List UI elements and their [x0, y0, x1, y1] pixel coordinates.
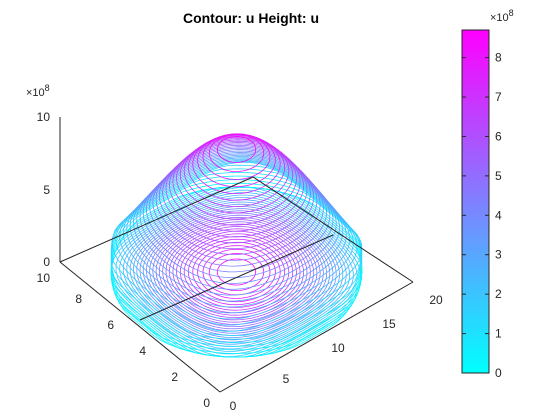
colorbar-gradient	[461, 29, 490, 374]
contour-line	[172, 138, 301, 226]
y-tick-label: 0	[203, 396, 210, 410]
contour-line	[145, 149, 328, 273]
contour-line	[158, 143, 315, 250]
z-exponent-label: ×108	[26, 83, 50, 99]
floor-contour-line	[142, 208, 331, 336]
colorbar-tick-label: 3	[495, 248, 502, 262]
y-tick-label: 6	[107, 318, 114, 332]
y-tick-labels: 10 8 6 4 2 0	[37, 271, 211, 410]
colorbar: 0 1 2 3 4 5 6 7 8 ×108	[461, 8, 514, 380]
contour-line	[110, 171, 363, 344]
contour-line	[139, 151, 334, 284]
contour-line	[122, 158, 351, 314]
floor-contour-line	[110, 186, 363, 358]
floor-contour-line	[152, 214, 321, 330]
y-tick-label: 2	[171, 370, 178, 384]
colorbar-exponent-label: ×108	[490, 8, 514, 24]
floor-contour-line	[115, 189, 358, 355]
y-tick-label: 10	[37, 271, 51, 285]
contour-line	[126, 157, 347, 308]
colorbar-tick-label: 6	[495, 129, 502, 143]
floor-contour-line	[155, 216, 318, 328]
contour-line	[111, 161, 362, 332]
z-tick-labels: 10 5 0 ×108	[26, 83, 50, 269]
contour-line	[183, 135, 290, 208]
contour-line	[110, 164, 363, 336]
contour-line	[110, 168, 363, 340]
floor-contour-line	[136, 203, 337, 341]
colorbar-tick-label: 7	[495, 90, 502, 104]
x-tick-label: 10	[331, 341, 345, 355]
contour-line	[155, 144, 318, 256]
x-tick-label: 5	[283, 372, 290, 386]
z-tick-label: 0	[43, 255, 50, 269]
x-tick-label: 0	[230, 399, 237, 413]
colorbar-tick-label: 4	[495, 208, 502, 222]
x-axis-line	[219, 281, 414, 393]
x-tick-label: 20	[429, 293, 443, 307]
contour-line	[179, 136, 294, 214]
colorbar-tick-label: 1	[495, 327, 502, 341]
contour-line	[216, 135, 257, 163]
contour-line	[129, 156, 344, 302]
z-tick-label: 10	[37, 110, 51, 124]
contour-line	[208, 134, 265, 173]
contour-line	[133, 154, 340, 296]
floor-contour-line	[216, 258, 257, 286]
contour-line	[152, 146, 321, 261]
floor-contour-line	[139, 205, 334, 339]
contour-line	[168, 139, 305, 232]
contour-line	[142, 150, 331, 279]
y-tick-label: 4	[139, 344, 146, 358]
mid-grid-line	[139, 234, 334, 321]
axes-3d	[59, 117, 414, 393]
contour-line	[119, 159, 354, 320]
floor-contour-line	[165, 223, 308, 321]
y-tick-label: 8	[75, 292, 82, 306]
colorbar-tick-label: 8	[495, 51, 502, 65]
contour-line	[149, 147, 324, 267]
contour-line	[162, 142, 311, 244]
x-tick-label: 15	[382, 317, 396, 331]
z-tick-label: 5	[43, 183, 50, 197]
x-tick-labels: 0 5 10 15 20	[230, 293, 443, 413]
contour-line	[202, 133, 271, 180]
chart-title: Contour: u Height: u	[183, 10, 319, 26]
surface-plot	[110, 133, 363, 358]
colorbar-tick-label: 2	[495, 287, 502, 301]
floor-contour-line	[187, 238, 286, 306]
floor-contour-line	[158, 219, 315, 325]
colorbar-ticks: 0 1 2 3 4 5 6 7 8	[462, 51, 502, 380]
y-axis-line	[59, 261, 221, 393]
contour-line	[110, 175, 363, 347]
back-edge-line	[59, 176, 254, 263]
contour-line	[110, 179, 363, 351]
back-edge-line	[252, 176, 414, 283]
floor-contour-line	[119, 192, 354, 352]
floor-contour-line	[129, 199, 344, 345]
colorbar-tick-label: 0	[495, 366, 502, 380]
contour-line	[110, 182, 363, 354]
colorbar-tick-label: 5	[495, 169, 502, 183]
contour-line	[165, 140, 308, 238]
floor-contour-line	[197, 245, 276, 299]
